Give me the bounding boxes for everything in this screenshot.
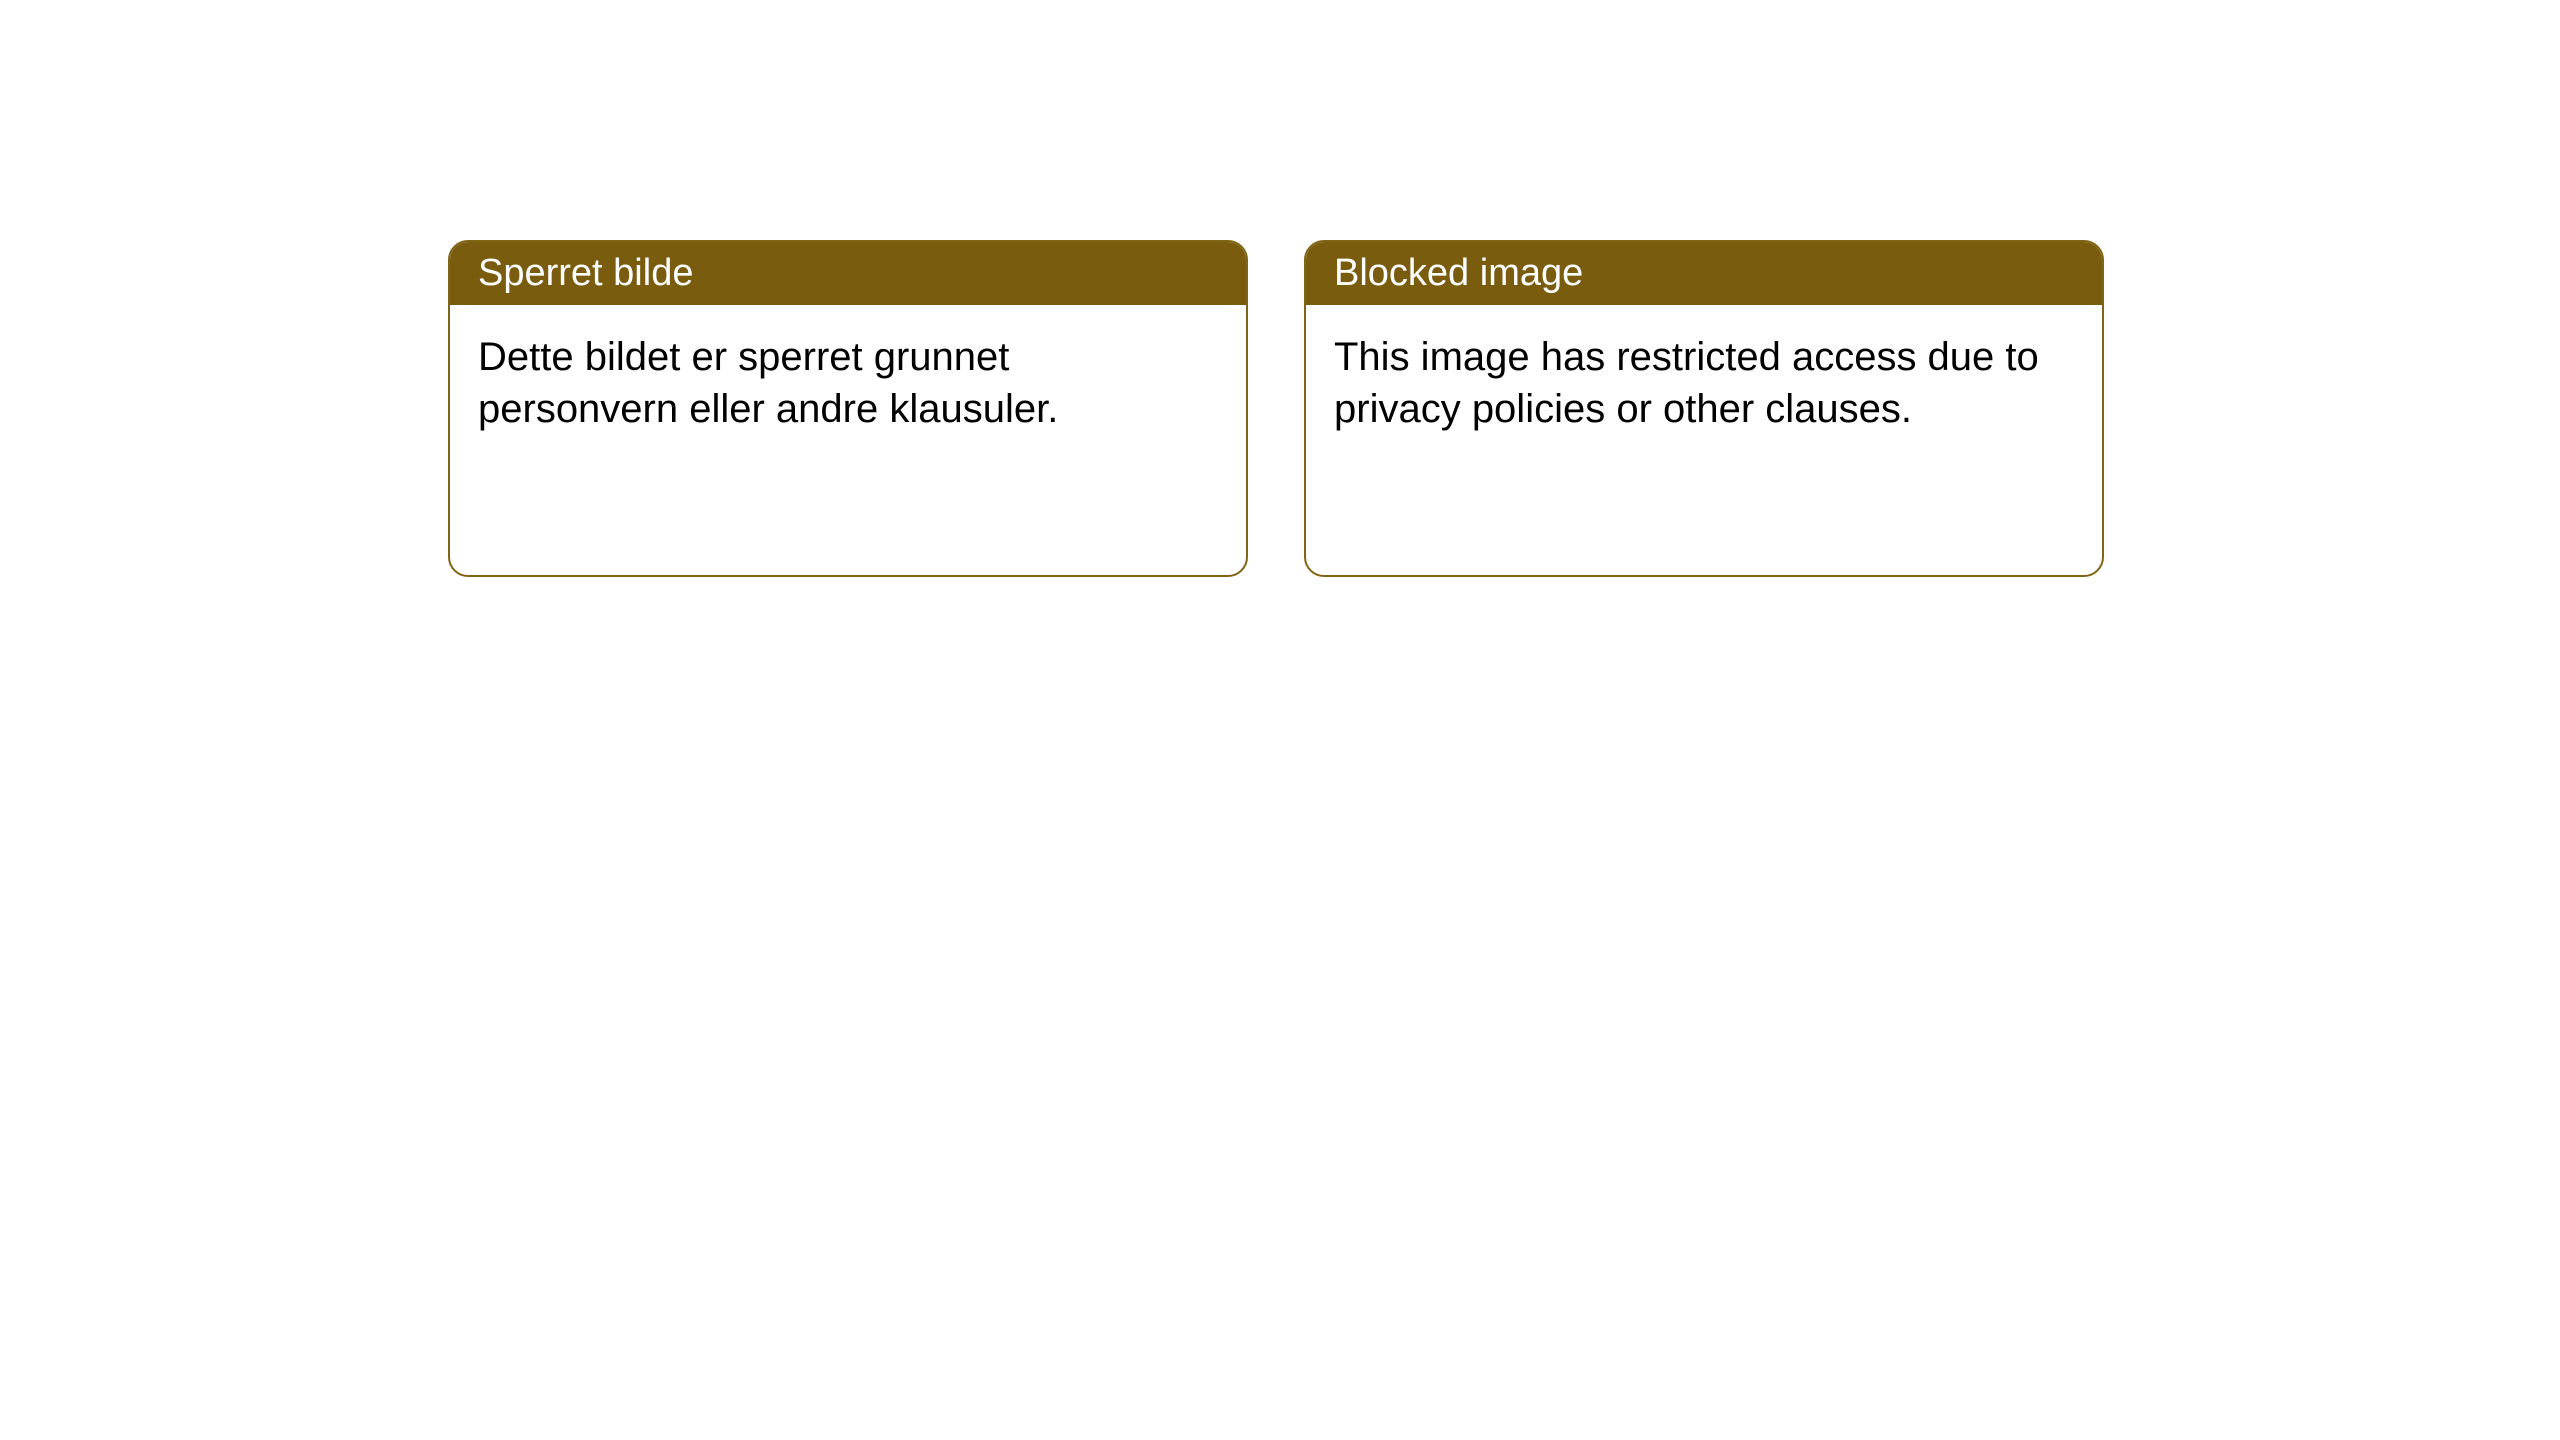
blocked-image-card-norwegian: Sperret bilde Dette bildet er sperret gr…	[448, 240, 1248, 577]
card-header: Sperret bilde	[450, 242, 1246, 305]
card-header: Blocked image	[1306, 242, 2102, 305]
card-body: Dette bildet er sperret grunnet personve…	[450, 305, 1246, 575]
blocked-image-card-english: Blocked image This image has restricted …	[1304, 240, 2104, 577]
notice-container: Sperret bilde Dette bildet er sperret gr…	[0, 0, 2560, 577]
card-body: This image has restricted access due to …	[1306, 305, 2102, 575]
